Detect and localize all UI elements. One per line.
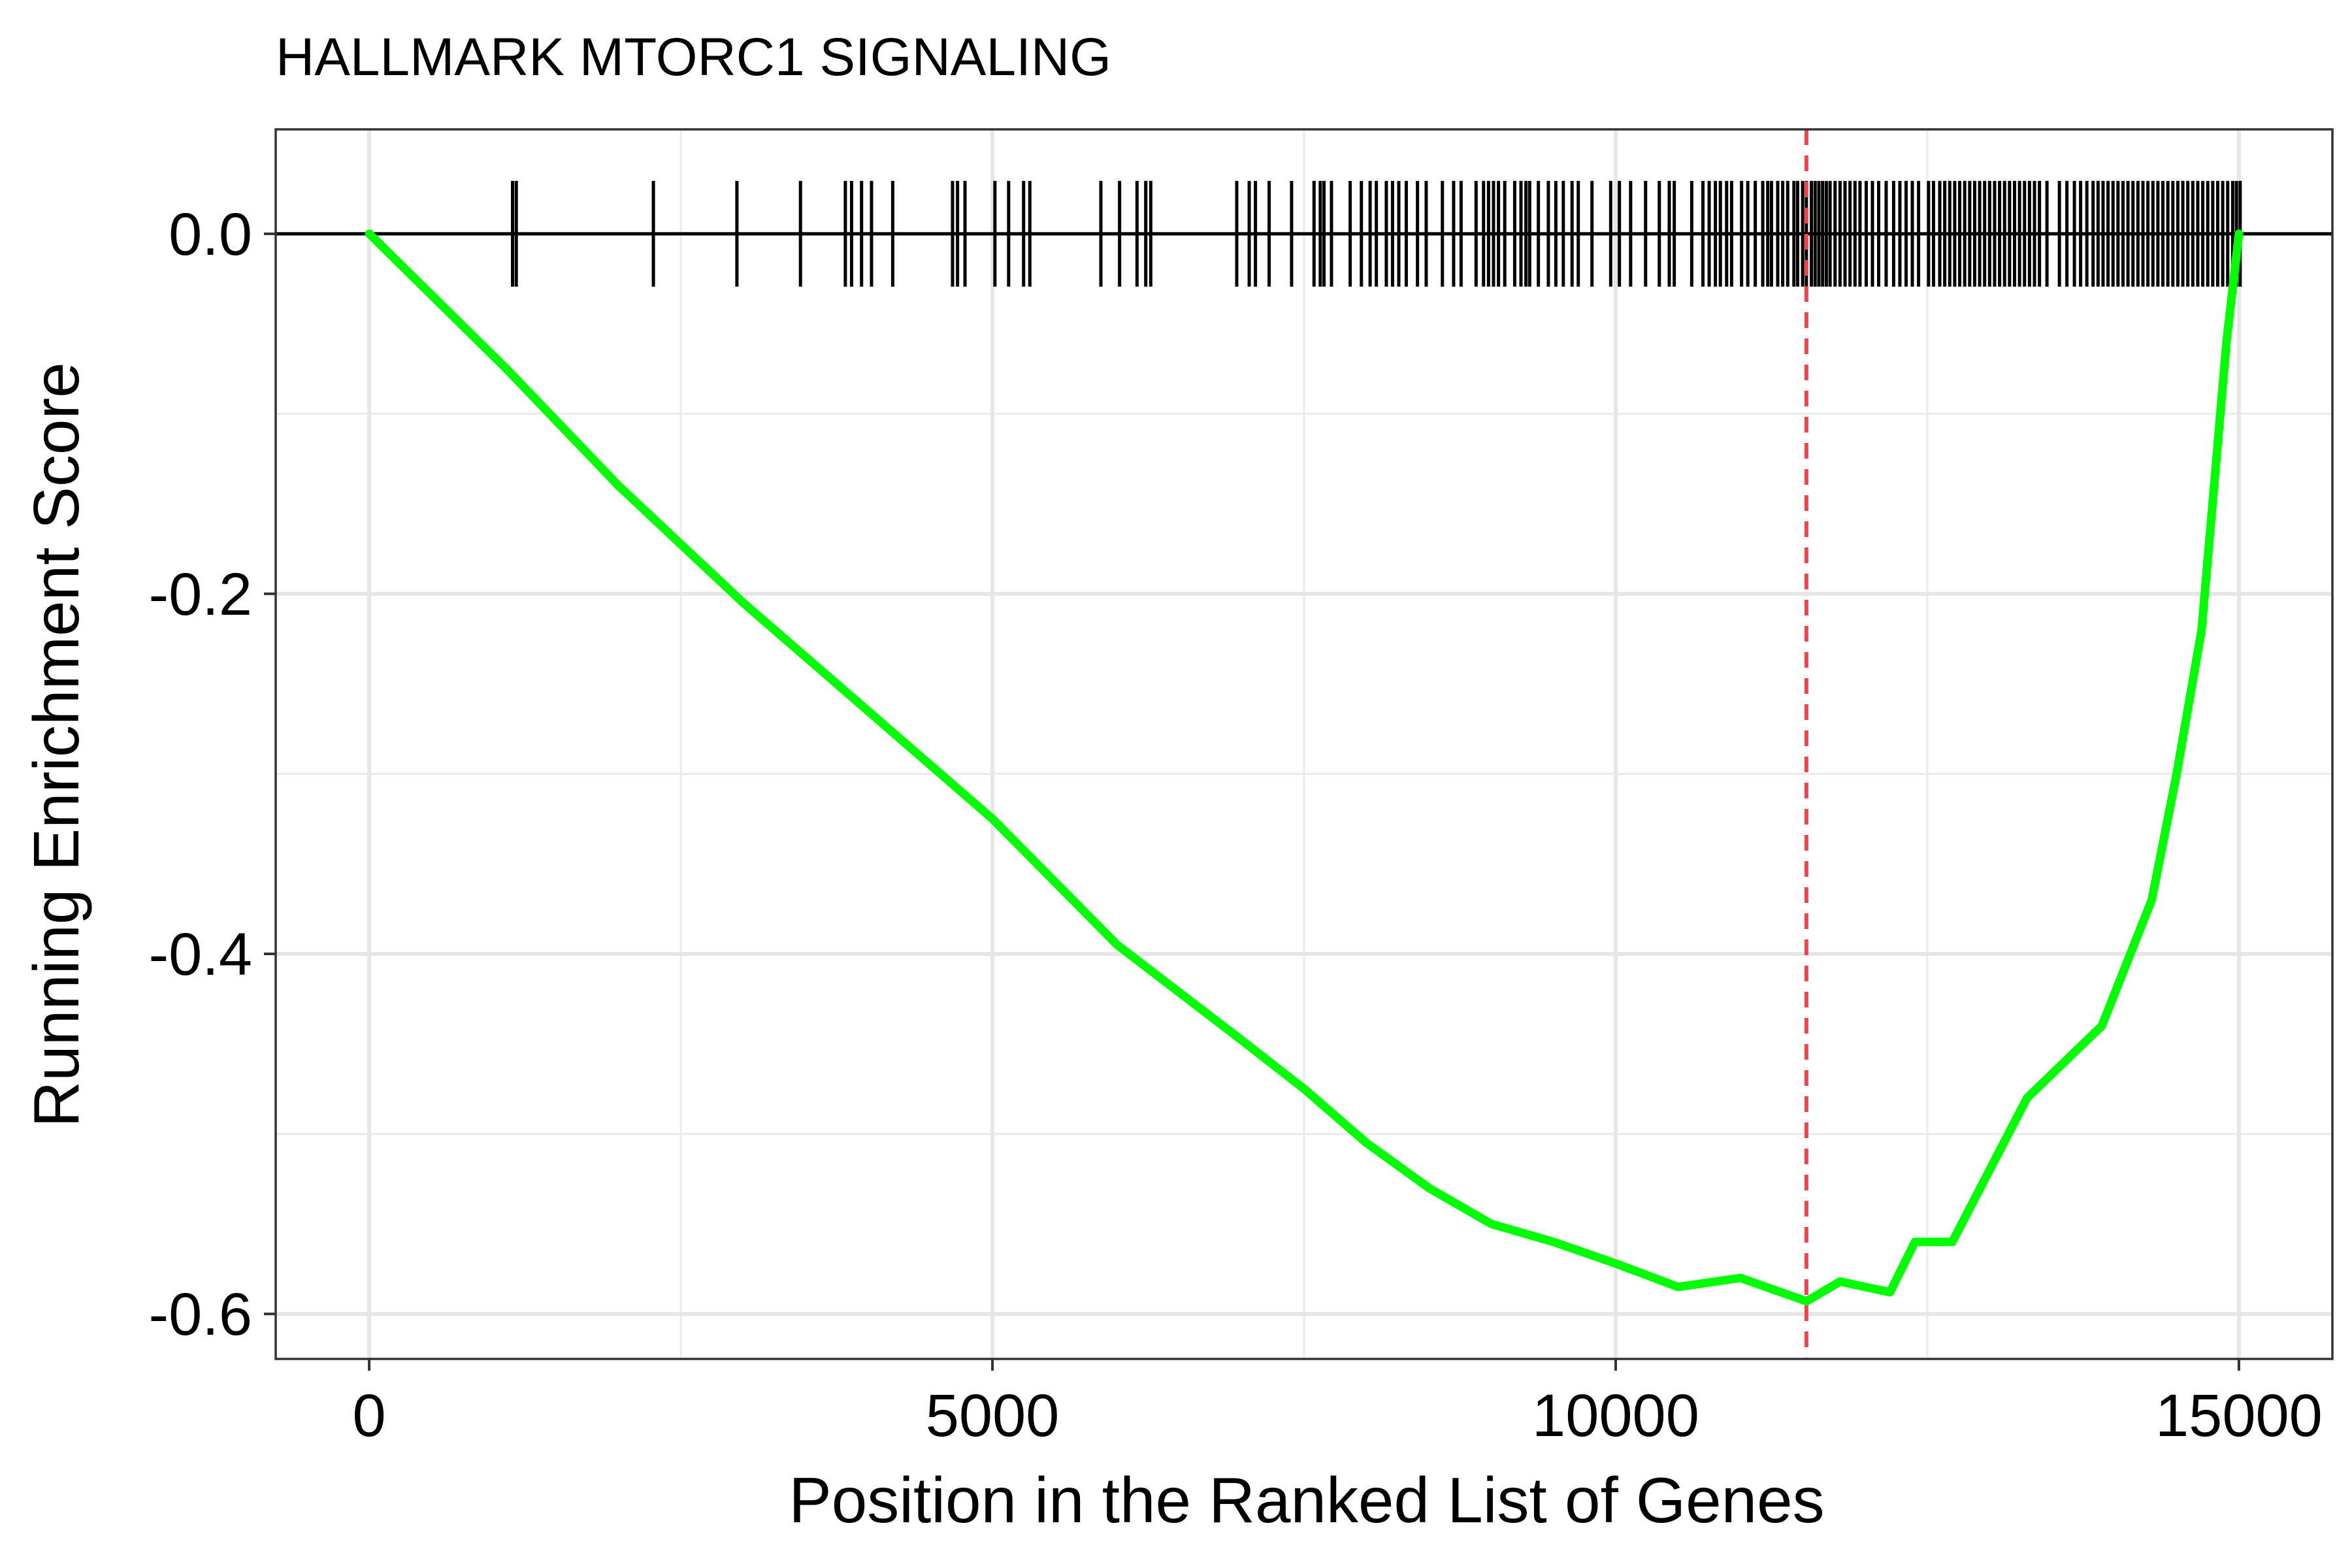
x-tick-label: 15000 bbox=[2155, 1382, 2323, 1449]
chart-title: HALLMARK MTORC1 SIGNALING bbox=[276, 27, 1111, 87]
minor-gridlines bbox=[276, 129, 2332, 1359]
y-axis-label: Running Enrichment Score bbox=[20, 362, 92, 1127]
y-tick-label: 0.0 bbox=[169, 201, 252, 268]
x-axis: 0 5000 10000 15000 bbox=[353, 1359, 2323, 1449]
y-tick-label: -0.4 bbox=[148, 921, 252, 988]
x-tick-label: 10000 bbox=[1532, 1382, 1699, 1449]
x-tick-label: 5000 bbox=[926, 1382, 1060, 1449]
y-tick-label: -0.2 bbox=[148, 561, 252, 628]
running-enrichment-score-line bbox=[365, 229, 2244, 1306]
x-tick-label: 0 bbox=[353, 1382, 386, 1449]
y-axis: 0.0 -0.2 -0.4 -0.6 bbox=[148, 201, 276, 1348]
x-axis-label: Position in the Ranked List of Genes bbox=[789, 1464, 1824, 1536]
plot-panel-border bbox=[274, 128, 2334, 1360]
y-tick-label: -0.6 bbox=[148, 1281, 252, 1348]
